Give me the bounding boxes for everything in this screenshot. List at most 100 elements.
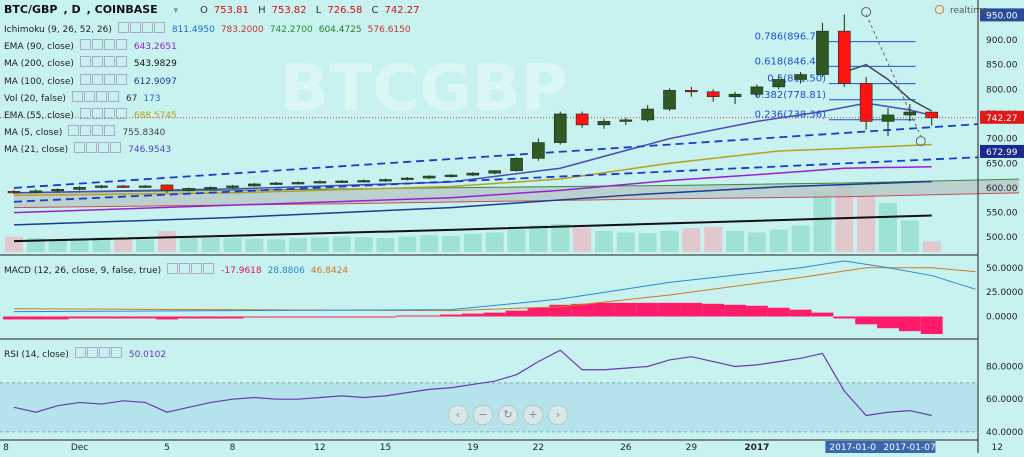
indicator-legend-label: MA (21, close) xyxy=(4,145,69,156)
legend-button-icon[interactable] xyxy=(179,263,191,274)
legend-button-icon[interactable] xyxy=(115,39,127,51)
symbol-header[interactable]: BTC/GBP, D, COINBASE ▾ xyxy=(4,3,184,16)
legend-buttons[interactable] xyxy=(79,108,128,121)
indicator-legend-label: EMA (90, close) xyxy=(4,42,74,53)
indicator-legend-value: 612.9097 xyxy=(133,76,177,87)
reset-icon[interactable]: ↻ xyxy=(498,405,518,425)
price-tag-high xyxy=(980,8,1024,22)
legend-button-icon[interactable] xyxy=(191,263,203,274)
candle-up xyxy=(291,182,305,185)
realtime-dot-icon xyxy=(935,5,944,14)
legend-buttons[interactable] xyxy=(167,263,215,276)
legend-button-icon[interactable] xyxy=(103,108,115,119)
legend-button-icon[interactable] xyxy=(103,56,115,68)
legend-button-icon[interactable] xyxy=(74,347,86,358)
macd-hist-bar xyxy=(418,315,441,317)
indicator-legend-row[interactable]: EMA (90, close) 643.2651 xyxy=(4,39,183,52)
realtime-indicator[interactable]: realtime xyxy=(935,5,987,16)
legend-button-icon[interactable] xyxy=(91,56,103,68)
macd-hist-bar xyxy=(461,313,484,317)
legend-button-icon[interactable] xyxy=(115,108,127,119)
legend-button-icon[interactable] xyxy=(115,56,127,68)
macd-hist-bar xyxy=(702,303,725,317)
volume-bar xyxy=(70,238,89,252)
indicator-legend-value: 755.8340 xyxy=(122,128,166,139)
price-tick-label: 800.00 xyxy=(986,85,1018,95)
indicator-legend-row[interactable]: MACD (12, 26, close, 9, false, true) -17.… xyxy=(4,263,354,276)
legend-button-icon[interactable] xyxy=(98,347,110,358)
candle-up xyxy=(532,142,545,159)
candle-down xyxy=(160,184,174,191)
legend-button-icon[interactable] xyxy=(103,39,115,51)
zoom-in-icon[interactable]: + xyxy=(523,405,543,425)
scroll-left-icon[interactable]: ‹ xyxy=(448,405,468,425)
legend-button-icon[interactable] xyxy=(98,142,110,154)
legend-button-icon[interactable] xyxy=(79,73,91,85)
legend-button-icon[interactable] xyxy=(104,125,116,137)
legend-button-icon[interactable] xyxy=(83,90,95,102)
indicator-legend-row[interactable]: Vol (20, false) 67 173 xyxy=(4,90,167,104)
legend-button-icon[interactable] xyxy=(110,142,122,154)
legend-button-icon[interactable] xyxy=(79,39,91,51)
legend-button-icon[interactable] xyxy=(141,22,153,33)
legend-buttons[interactable] xyxy=(79,39,128,52)
candle-up xyxy=(903,111,917,116)
legend-button-icon[interactable] xyxy=(86,347,98,358)
legend-button-icon[interactable] xyxy=(91,108,103,119)
legend-buttons[interactable] xyxy=(68,125,116,138)
legend-buttons[interactable] xyxy=(71,90,120,104)
candle-up xyxy=(51,189,65,192)
legend-button-icon[interactable] xyxy=(86,142,98,154)
legend-button-icon[interactable] xyxy=(107,90,119,102)
indicator-legend-row[interactable]: MA (5, close) 755.8340 xyxy=(4,125,171,138)
indicator-legend-row[interactable]: MA (100, close) 612.9097 xyxy=(4,73,183,87)
macd-tick-label: 50.0000 xyxy=(986,264,1023,274)
legend-button-icon[interactable] xyxy=(92,125,104,137)
macd-tick-label: 25.0000 xyxy=(986,288,1023,298)
legend-button-icon[interactable] xyxy=(115,73,127,85)
candle-down xyxy=(575,113,589,126)
time-tick-label: 8 xyxy=(3,443,9,453)
macd-pane xyxy=(3,260,976,335)
collapse-chevron-icon[interactable]: ▾ xyxy=(173,6,179,16)
legend-button-icon[interactable] xyxy=(74,142,86,154)
fib-anchor-low xyxy=(915,136,926,147)
legend-button-icon[interactable] xyxy=(91,73,103,85)
legend-button-icon[interactable] xyxy=(110,347,122,358)
legend-button-icon[interactable] xyxy=(79,56,91,68)
indicator-legend-row[interactable]: RSI (14, close) 50.0102 xyxy=(4,347,172,360)
scroll-right-icon[interactable]: › xyxy=(548,405,568,425)
candle-up xyxy=(641,108,654,121)
candle-down xyxy=(837,30,851,84)
indicator-legend-row[interactable]: Ichimoku (9, 26, 52, 26) 811.4950 783.2000… xyxy=(4,22,417,35)
rsi-tick-label: 40.0000 xyxy=(986,428,1023,438)
legend-button-icon[interactable] xyxy=(79,108,91,119)
legend-button-icon[interactable] xyxy=(91,39,103,51)
legend-button-icon[interactable] xyxy=(68,125,80,137)
macd-hist-bar xyxy=(374,316,397,318)
indicator-legend-row[interactable]: MA (200, close) 543.9829 xyxy=(4,56,183,69)
legend-button-icon[interactable] xyxy=(71,90,83,102)
indicator-legend-row[interactable]: MA (21, close) 746.9543 xyxy=(4,142,177,155)
legend-button-icon[interactable] xyxy=(167,263,179,274)
legend-button-icon[interactable] xyxy=(203,263,215,274)
indicator-legend-row[interactable]: EMA (55, close) 688.5745 xyxy=(4,108,183,121)
legend-button-icon[interactable] xyxy=(80,125,92,137)
legend-button-icon[interactable] xyxy=(117,22,129,33)
legend-buttons[interactable] xyxy=(74,142,122,155)
legend-button-icon[interactable] xyxy=(129,22,141,33)
candle-up xyxy=(357,180,370,183)
legend-button-icon[interactable] xyxy=(103,73,115,85)
macd-hist-bar xyxy=(90,316,113,319)
volume-bar xyxy=(660,231,679,252)
legend-buttons[interactable] xyxy=(74,347,123,360)
legend-button-icon[interactable] xyxy=(153,22,165,33)
zoom-out-icon[interactable]: − xyxy=(473,405,493,425)
legend-button-icon[interactable] xyxy=(95,90,107,102)
legend-buttons[interactable] xyxy=(117,22,166,35)
open-label: O xyxy=(200,5,208,16)
legend-buttons[interactable] xyxy=(79,56,128,69)
legend-buttons[interactable] xyxy=(79,73,128,87)
volume-bar xyxy=(900,220,919,252)
